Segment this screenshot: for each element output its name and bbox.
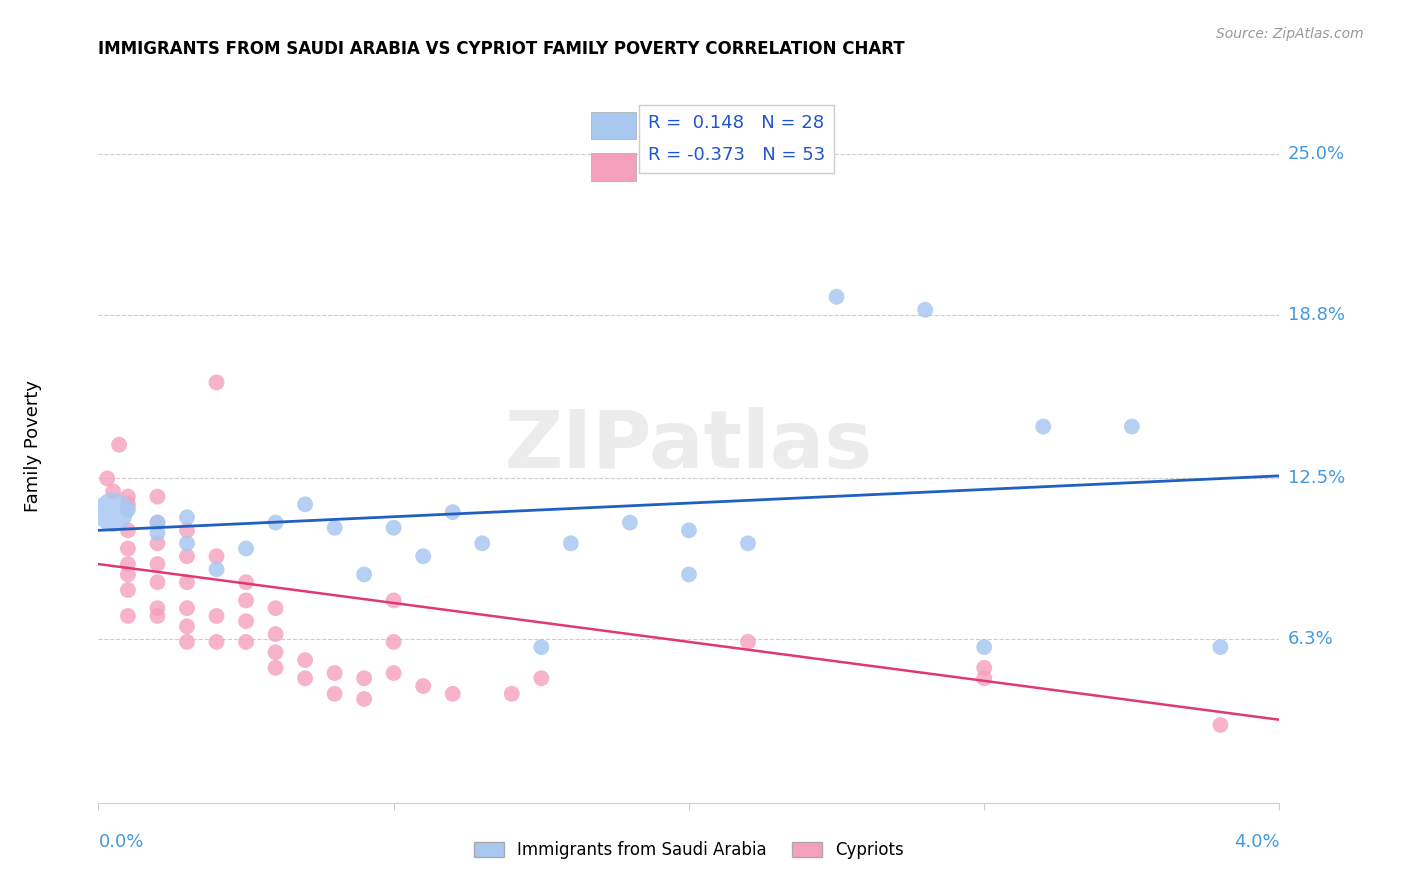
Point <box>264 516 287 530</box>
FancyBboxPatch shape <box>591 112 636 139</box>
Text: 4.0%: 4.0% <box>1234 833 1279 851</box>
Text: IMMIGRANTS FROM SAUDI ARABIA VS CYPRIOT FAMILY POVERTY CORRELATION CHART: IMMIGRANTS FROM SAUDI ARABIA VS CYPRIOT … <box>98 40 905 58</box>
Point <box>737 536 759 550</box>
Point <box>441 687 464 701</box>
Text: Family Poverty: Family Poverty <box>24 380 42 512</box>
Point <box>1209 718 1232 732</box>
Point <box>117 497 139 511</box>
Point <box>103 505 124 519</box>
Point <box>530 671 553 685</box>
Point <box>146 609 169 624</box>
Text: 6.3%: 6.3% <box>1288 631 1333 648</box>
Point <box>353 567 375 582</box>
Point <box>264 601 287 615</box>
Point <box>294 497 316 511</box>
Point <box>176 549 198 564</box>
Point <box>560 536 582 550</box>
Point <box>176 619 198 633</box>
Point <box>235 575 257 590</box>
Point <box>103 484 124 499</box>
Point <box>117 609 139 624</box>
Point <box>294 653 316 667</box>
Point <box>146 516 169 530</box>
Point <box>176 635 198 649</box>
Point <box>294 671 316 685</box>
Point <box>441 505 464 519</box>
Point <box>264 661 287 675</box>
Point <box>205 376 228 390</box>
Point <box>146 490 169 504</box>
Point <box>117 490 139 504</box>
Point <box>117 567 139 582</box>
Point <box>117 541 139 556</box>
Point <box>146 525 169 540</box>
Point <box>146 536 169 550</box>
Point <box>117 582 139 597</box>
Point <box>412 549 434 564</box>
Point <box>1209 640 1232 654</box>
Point <box>108 438 131 452</box>
Point <box>353 671 375 685</box>
Text: 25.0%: 25.0% <box>1288 145 1346 163</box>
Point <box>205 549 228 564</box>
Point <box>1121 419 1143 434</box>
Point <box>96 471 118 485</box>
Point <box>235 635 257 649</box>
Point <box>530 640 553 654</box>
Point <box>353 692 375 706</box>
Text: ZIPatlas: ZIPatlas <box>505 407 873 485</box>
Point <box>973 671 995 685</box>
Point <box>382 593 405 607</box>
Point <box>471 536 494 550</box>
Point <box>382 666 405 681</box>
Point <box>382 635 405 649</box>
Point <box>205 562 228 576</box>
Point <box>737 635 759 649</box>
Point <box>973 661 995 675</box>
Point <box>176 510 198 524</box>
Point <box>235 614 257 628</box>
Text: 0.0%: 0.0% <box>98 833 143 851</box>
Point <box>176 524 198 538</box>
Text: 18.8%: 18.8% <box>1288 306 1344 324</box>
Point <box>176 575 198 590</box>
Point <box>146 601 169 615</box>
Text: Source: ZipAtlas.com: Source: ZipAtlas.com <box>1216 27 1364 41</box>
Point <box>323 666 346 681</box>
Point <box>146 516 169 530</box>
Point <box>973 640 995 654</box>
Point <box>678 567 700 582</box>
Point <box>176 536 198 550</box>
Point <box>117 524 139 538</box>
Point <box>146 575 169 590</box>
Text: 12.5%: 12.5% <box>1288 469 1346 487</box>
Point <box>323 521 346 535</box>
Point <box>323 687 346 701</box>
Point <box>1032 419 1054 434</box>
Point <box>117 502 139 516</box>
Point <box>235 593 257 607</box>
Point <box>146 557 169 571</box>
Point <box>176 601 198 615</box>
Point <box>825 290 848 304</box>
Legend: Immigrants from Saudi Arabia, Cypriots: Immigrants from Saudi Arabia, Cypriots <box>467 835 911 866</box>
Text: R =  0.148   N = 28
R = -0.373   N = 53: R = 0.148 N = 28 R = -0.373 N = 53 <box>648 114 825 164</box>
Point <box>412 679 434 693</box>
FancyBboxPatch shape <box>591 153 636 180</box>
Point <box>264 645 287 659</box>
Point <box>678 524 700 538</box>
Point <box>117 557 139 571</box>
Point <box>501 687 523 701</box>
Point <box>382 521 405 535</box>
Point <box>235 541 257 556</box>
Point <box>205 635 228 649</box>
Point <box>619 516 641 530</box>
Point <box>205 609 228 624</box>
Point <box>264 627 287 641</box>
Point <box>914 302 936 317</box>
